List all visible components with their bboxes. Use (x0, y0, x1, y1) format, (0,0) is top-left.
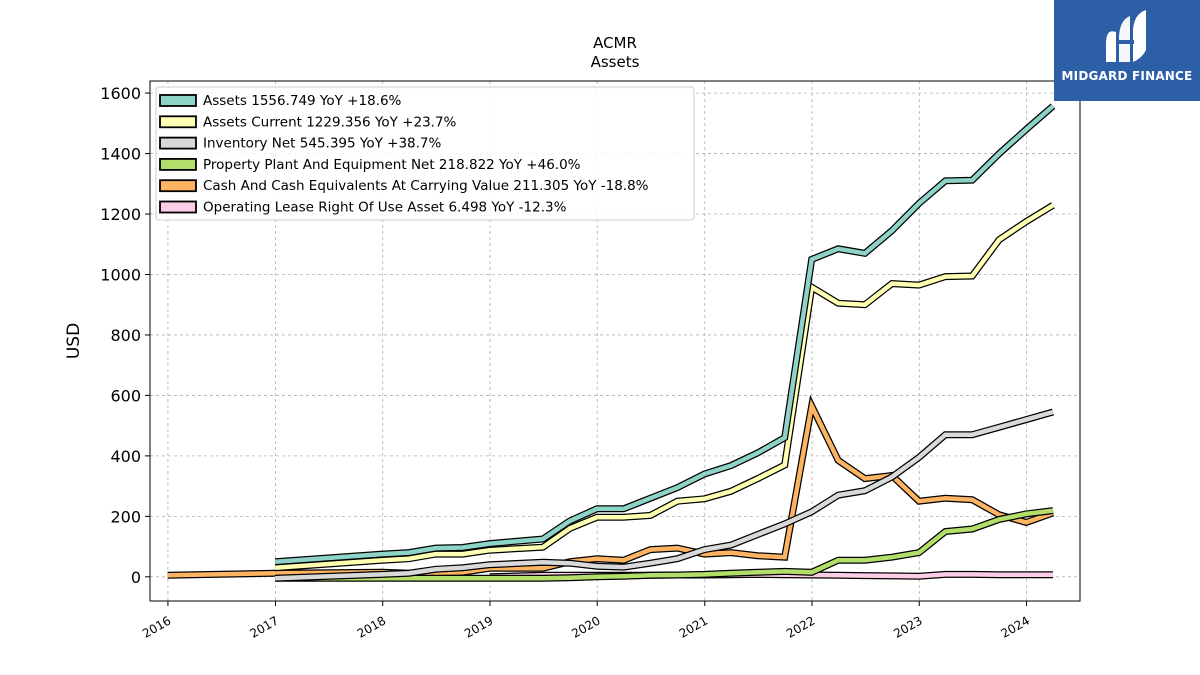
series-line (167, 398, 1054, 578)
legend-label: Inventory Net 545.395 YoY +38.7% (203, 136, 441, 152)
x-tick-label: 2017 (248, 613, 281, 640)
y-axis: 0 200 400 600 800 1000 1200 1400 1600 (100, 84, 150, 587)
y-tick-label: 0 (131, 568, 141, 587)
legend-swatch (159, 94, 197, 107)
y-tick-label: 1200 (100, 205, 141, 224)
legend-swatch (159, 179, 197, 193)
y-tick-label: 1400 (100, 145, 141, 164)
brand-logo-icon (1106, 10, 1146, 62)
series-line (275, 409, 1054, 581)
legend-label: Property Plant And Equipment Net 218.822… (203, 157, 581, 173)
legend-swatch (159, 115, 197, 129)
brand-logo: MIDGARD FINANCE (1054, 0, 1200, 101)
x-tick-label: 2019 (462, 613, 495, 640)
y-tick-label: 600 (110, 386, 141, 405)
x-tick-label: 2024 (999, 613, 1032, 640)
legend-box (155, 86, 695, 221)
y-tick-label: 400 (110, 447, 141, 466)
brand-name: MIDGARD FINANCE (1061, 69, 1193, 83)
legend-swatch (159, 136, 197, 150)
y-tick-label: 1000 (100, 265, 141, 284)
x-tick-label: 2022 (784, 613, 817, 640)
y-tick-label: 1600 (100, 84, 141, 103)
legend-label: Assets Current 1229.356 YoY +23.7% (203, 114, 457, 130)
x-tick-label: 2016 (140, 613, 173, 640)
legend-label: Assets 1556.749 YoY +18.6% (203, 93, 402, 109)
legend-label: Cash And Cash Equivalents At Carrying Va… (203, 178, 649, 194)
x-axis: 2016 2017 2018 2019 2020 2021 2022 2023 2024 (140, 601, 1032, 641)
series-line-outline (274, 202, 1055, 572)
x-tick-label: 2021 (677, 613, 710, 640)
plot-frame (149, 80, 1081, 602)
y-axis-label: USD (64, 323, 84, 359)
y-tick-label: 200 (110, 507, 141, 526)
x-tick-label: 2020 (569, 613, 602, 640)
legend-swatch (159, 157, 197, 171)
x-tick-label: 2023 (891, 613, 924, 640)
legend-label: Operating Lease Right Of Use Asset 6.498… (203, 200, 567, 216)
series-line (275, 508, 1054, 581)
series-line (275, 203, 1055, 570)
chart-title: ACMR (593, 34, 637, 52)
series-line (275, 104, 1055, 564)
x-tick-label: 2018 (355, 613, 388, 640)
legend: Assets 1556.749 YoY +18.6% Assets Current… (155, 86, 695, 221)
series-lines (167, 103, 1056, 582)
series-line-outline (275, 507, 1054, 582)
chart-subtitle: Assets (591, 53, 640, 71)
legend-swatch (159, 200, 197, 214)
y-tick-label: 800 (110, 326, 141, 345)
